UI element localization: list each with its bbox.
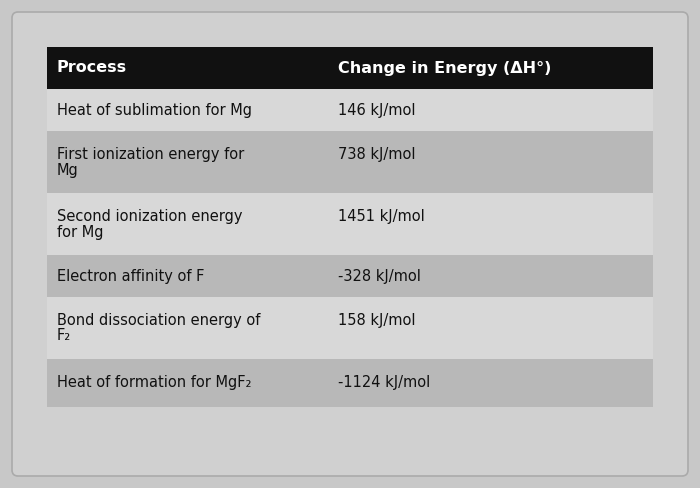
Text: Process: Process (57, 61, 127, 76)
Text: for Mg: for Mg (57, 224, 104, 240)
Text: 146 kJ/mol: 146 kJ/mol (338, 102, 416, 118)
Text: Bond dissociation energy of: Bond dissociation energy of (57, 312, 260, 327)
Bar (47, 297, 653, 359)
Text: Heat of formation for MgF₂: Heat of formation for MgF₂ (57, 375, 251, 390)
Bar (47, 255, 653, 297)
Bar (47, 131, 653, 193)
Text: 738 kJ/mol: 738 kJ/mol (338, 146, 416, 162)
Bar (47, 89, 653, 131)
FancyBboxPatch shape (12, 12, 688, 476)
Bar (47, 359, 653, 407)
Text: Mg: Mg (57, 163, 78, 178)
Text: F₂: F₂ (57, 328, 71, 344)
Text: Change in Energy (ΔH°): Change in Energy (ΔH°) (338, 61, 552, 76)
Text: Second ionization energy: Second ionization energy (57, 208, 242, 224)
Text: -328 kJ/mol: -328 kJ/mol (338, 268, 421, 284)
Text: 158 kJ/mol: 158 kJ/mol (338, 312, 416, 327)
Bar (47, 193, 653, 255)
Text: Electron affinity of F: Electron affinity of F (57, 268, 204, 284)
Text: 1451 kJ/mol: 1451 kJ/mol (338, 208, 425, 224)
Text: Heat of sublimation for Mg: Heat of sublimation for Mg (57, 102, 252, 118)
Text: -1124 kJ/mol: -1124 kJ/mol (338, 375, 430, 390)
Text: First ionization energy for: First ionization energy for (57, 146, 244, 162)
Bar (47, 47, 653, 89)
